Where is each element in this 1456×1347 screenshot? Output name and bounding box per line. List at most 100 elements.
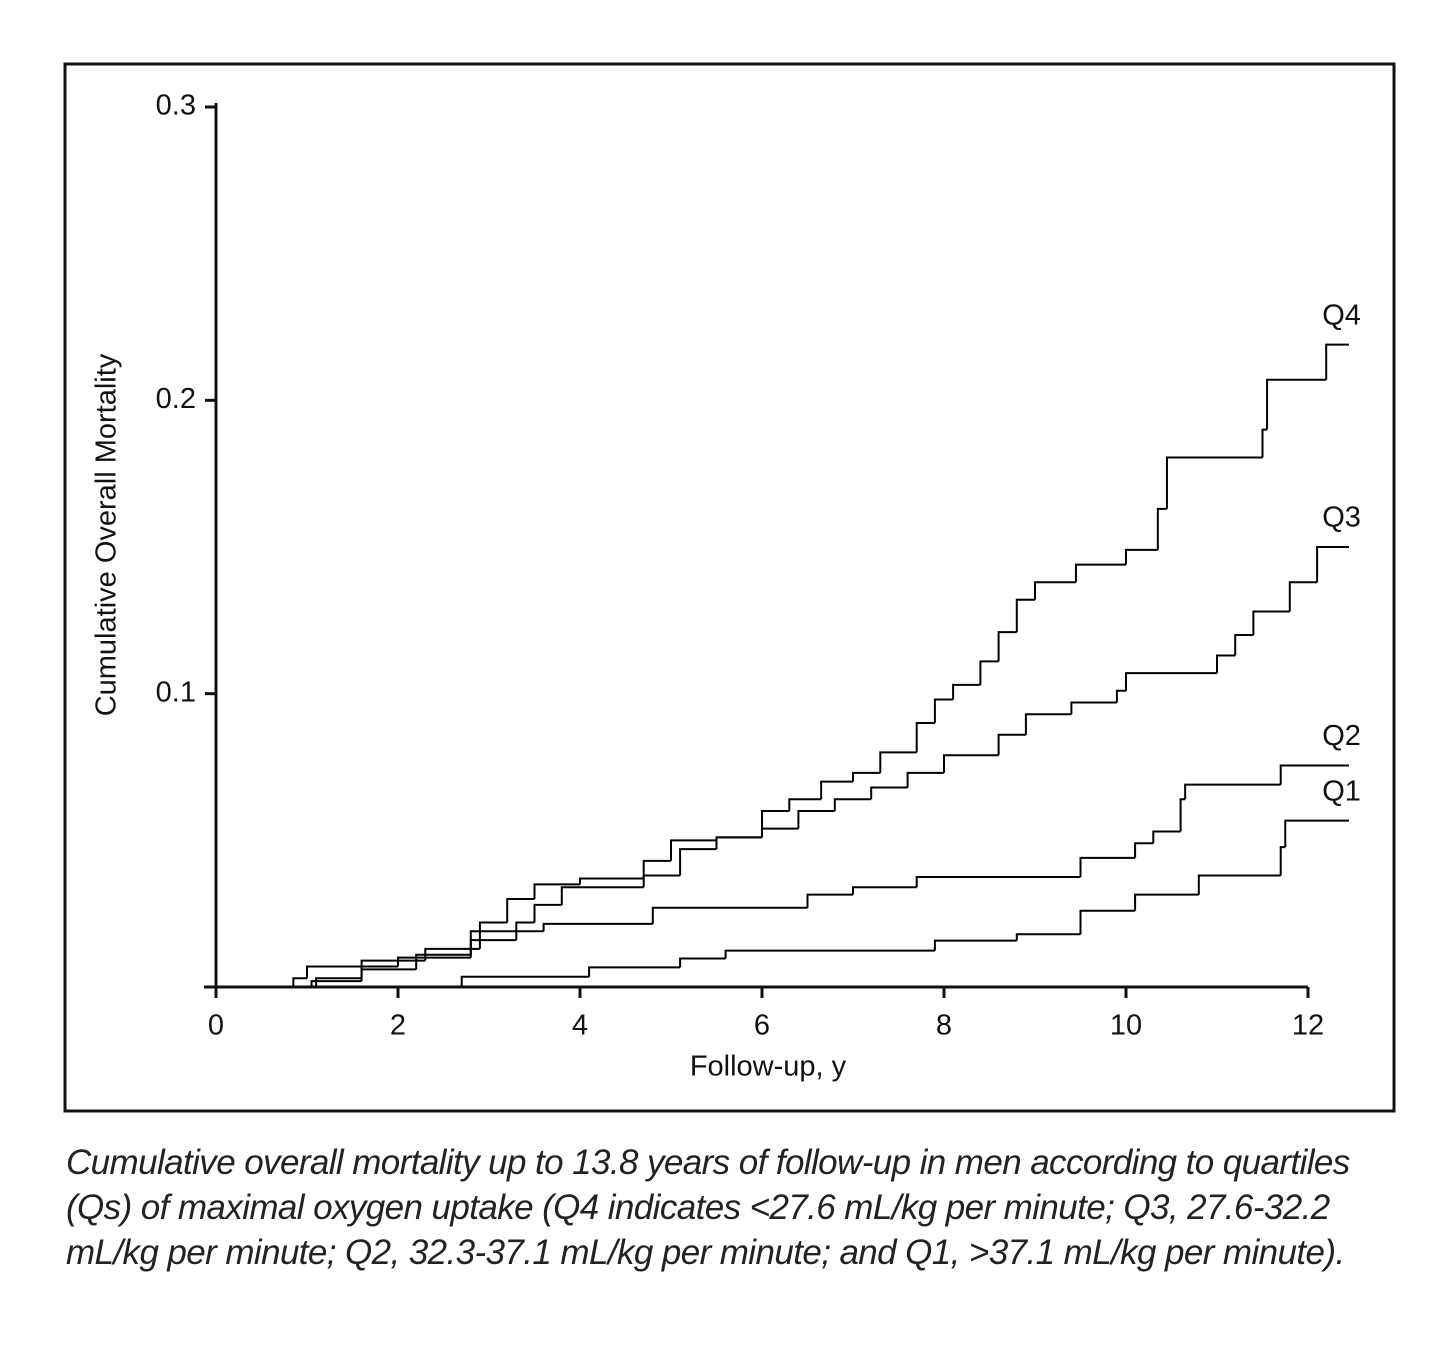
x-tick-label: 0: [208, 1010, 224, 1042]
step-segment: [560, 886, 644, 905]
step-segment: [651, 906, 808, 924]
step-segment: [715, 836, 762, 850]
step-segment: [1152, 830, 1181, 844]
step-segment: [515, 921, 535, 932]
step-segment: [1184, 783, 1281, 800]
step-segment: [1266, 378, 1327, 430]
step-segment: [469, 939, 517, 955]
step-segment: [761, 827, 799, 838]
step-segment: [1134, 893, 1199, 911]
step-segment: [997, 733, 1026, 756]
step-segment: [315, 977, 362, 987]
y-tick-label: 0.3: [156, 90, 196, 122]
step-segment: [1325, 343, 1349, 380]
step-segment: [306, 965, 362, 979]
step-segment: [1261, 428, 1268, 458]
step-segment: [515, 930, 544, 941]
step-segment: [360, 968, 417, 979]
step-segment: [1125, 672, 1217, 691]
x-tick-label: 6: [754, 1010, 770, 1042]
step-segment: [588, 966, 681, 977]
step-segment: [1316, 546, 1349, 583]
step-segment: [852, 886, 917, 895]
step-segment: [870, 786, 908, 800]
step-segment: [915, 876, 1081, 888]
step-segment: [879, 751, 917, 773]
chart: Follow-up, y Cumulative Overall Mortalit…: [63, 62, 1396, 1113]
step-segment: [533, 883, 580, 899]
x-axis-label: Follow-up, y: [690, 1051, 847, 1083]
step-segment: [806, 893, 853, 908]
step-segment: [915, 722, 935, 753]
step-segment: [1165, 456, 1263, 509]
series-label: Q3: [1322, 502, 1361, 534]
y-tick-label: 0.2: [156, 383, 196, 415]
step-segment: [1115, 689, 1126, 703]
x-tick-label: 4: [572, 1010, 588, 1042]
series-label: Q4: [1322, 299, 1361, 331]
step-segment: [1125, 548, 1158, 565]
step-segment: [1179, 798, 1186, 832]
step-segment: [1234, 634, 1254, 656]
step-segment: [852, 771, 881, 782]
step-segment: [1252, 610, 1290, 635]
step-segment: [820, 780, 853, 800]
step-segment: [1034, 581, 1076, 600]
step-segment: [415, 953, 471, 970]
step-segment: [1216, 654, 1236, 674]
x-tick-label: 2: [390, 1010, 406, 1042]
step-segment: [1074, 563, 1126, 583]
step-segment: [310, 980, 362, 987]
step-segment: [952, 683, 981, 700]
step-segment: [933, 939, 1017, 951]
chart-frame: [63, 62, 1396, 1113]
step-segment: [1079, 856, 1136, 877]
step-segment: [506, 898, 535, 923]
step-segment: [724, 949, 935, 959]
caption: Cumulative overall mortality up to 13.8 …: [66, 1143, 1350, 1272]
step-segment: [788, 798, 822, 811]
x-tick-label: 8: [936, 1010, 952, 1042]
step-segment: [642, 859, 671, 879]
step-segment: [1156, 507, 1167, 550]
step-segment: [679, 848, 717, 876]
step-segment: [1279, 764, 1349, 785]
step-segment: [670, 839, 717, 861]
step-segment: [1015, 933, 1081, 941]
step-segment: [1284, 819, 1349, 848]
step-segment: [679, 957, 726, 968]
step-segment: [1015, 598, 1035, 633]
step-segment: [1279, 846, 1286, 876]
step-segment: [360, 959, 426, 967]
step-segment: [761, 810, 790, 838]
step-segment: [797, 810, 835, 829]
step-segment: [997, 631, 1017, 662]
step-segment: [1070, 701, 1117, 715]
step-segment: [1288, 581, 1318, 612]
step-segment: [460, 975, 590, 987]
step-segment: [292, 977, 307, 987]
step-segment: [979, 660, 999, 685]
y-axis-label: Cumulative Overall Mortality: [91, 353, 123, 716]
step-segment: [1134, 842, 1154, 858]
step-segment: [833, 798, 872, 811]
step-segment: [397, 956, 471, 967]
y-tick-label: 0.1: [156, 676, 196, 708]
step-segment: [533, 903, 562, 923]
step-segment: [478, 921, 508, 949]
series-label: Q1: [1322, 775, 1361, 807]
step-segment: [469, 930, 517, 958]
step-segment: [1024, 713, 1072, 735]
step-segment: [579, 877, 644, 885]
step-segment: [642, 874, 681, 888]
step-segment: [933, 698, 954, 723]
series-label: Q2: [1322, 720, 1361, 752]
step-segment: [943, 754, 999, 773]
step-segment: [1197, 874, 1281, 895]
step-segment: [1079, 909, 1136, 935]
x-tick-label: 12: [1292, 1010, 1324, 1042]
step-segment: [906, 771, 944, 788]
step-segment: [542, 922, 653, 932]
x-tick-label: 10: [1110, 1010, 1142, 1042]
